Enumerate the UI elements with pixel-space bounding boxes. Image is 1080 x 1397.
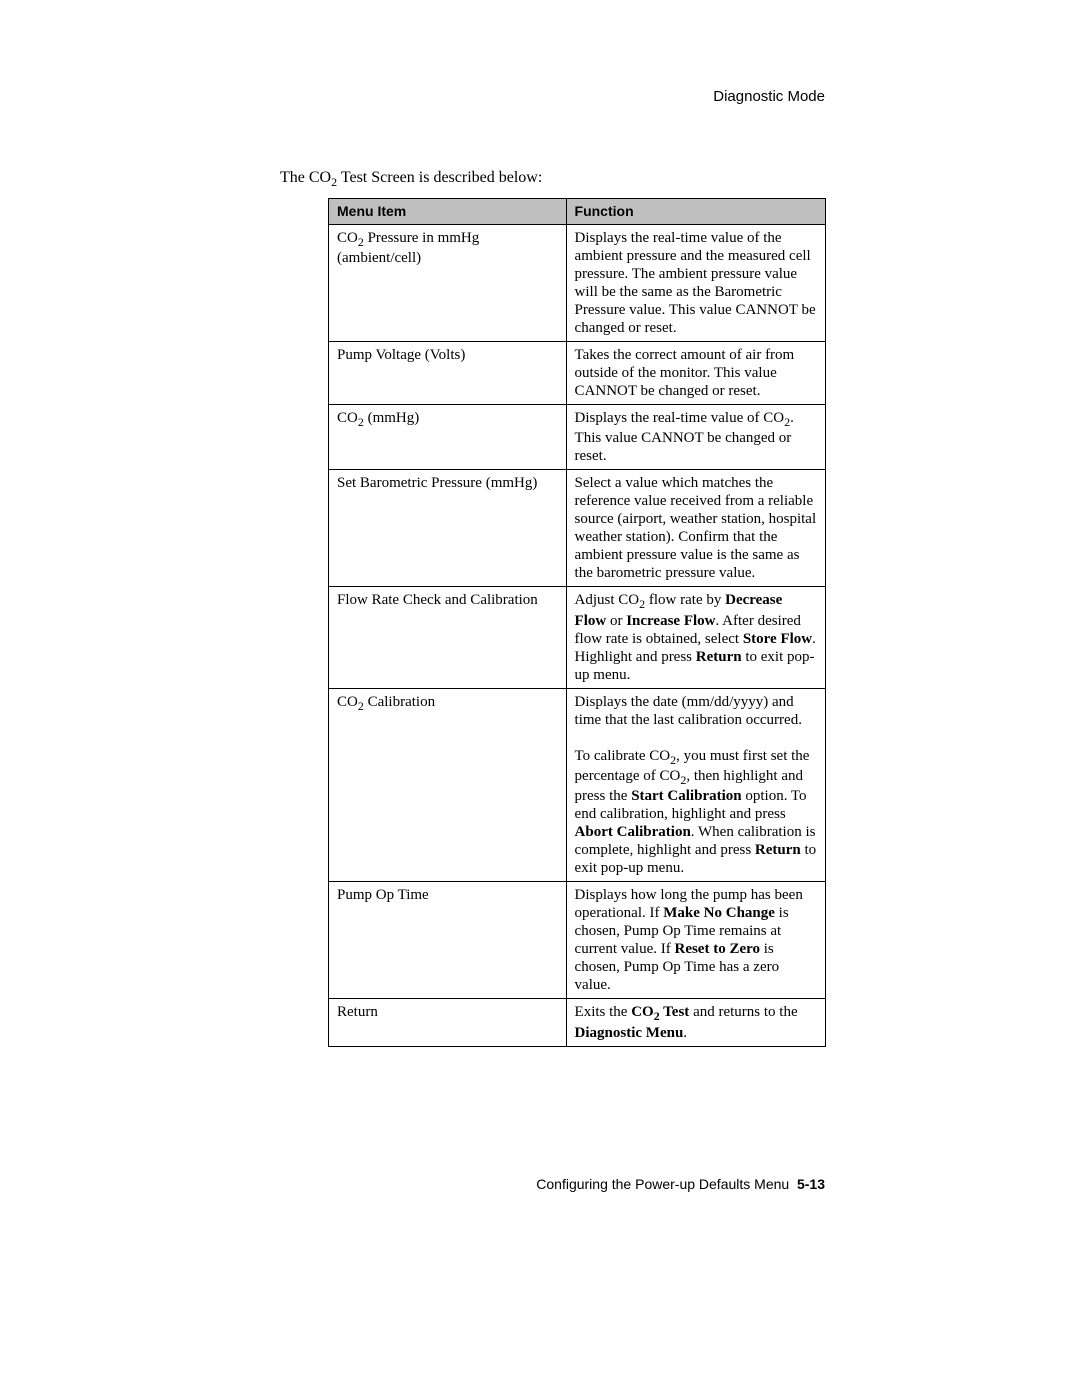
table-row: Flow Rate Check and Calibration Adjust C… <box>329 587 826 688</box>
col-header-menu-item: Menu Item <box>329 199 567 225</box>
function-cell: Displays the date (mm/dd/yyyy) and time … <box>566 688 825 882</box>
function-cell: Adjust CO2 flow rate by Decrease Flow or… <box>566 587 825 688</box>
table-row: CO2 (mmHg) Displays the real-time value … <box>329 404 826 469</box>
menu-item-cell: Return <box>329 999 567 1046</box>
menu-item-cell: Pump Op Time <box>329 882 567 999</box>
co2-test-table: Menu Item Function CO2 Pressure in mmHg … <box>328 198 826 1047</box>
function-cell: Displays the real-time value of CO2. Thi… <box>566 404 825 469</box>
footer-page-ref: 5-13 <box>797 1176 825 1192</box>
menu-item-cell: Set Barometric Pressure (mmHg) <box>329 470 567 587</box>
table-row: Pump Voltage (Volts) Takes the correct a… <box>329 341 826 404</box>
intro-suffix: Test Screen is described below: <box>337 169 542 186</box>
menu-item-cell: CO2 (mmHg) <box>329 404 567 469</box>
table-row: CO2 Calibration Displays the date (mm/dd… <box>329 688 826 882</box>
table-body: CO2 Pressure in mmHg (ambient/cell) Disp… <box>329 224 826 1046</box>
intro-prefix: The CO <box>280 169 331 186</box>
table-row: CO2 Pressure in mmHg (ambient/cell) Disp… <box>329 224 826 341</box>
function-cell: Select a value which matches the referen… <box>566 470 825 587</box>
table-row: Return Exits the CO2 Test and returns to… <box>329 999 826 1046</box>
menu-item-cell: Pump Voltage (Volts) <box>329 341 567 404</box>
function-cell: Exits the CO2 Test and returns to the Di… <box>566 999 825 1046</box>
menu-item-cell: Flow Rate Check and Calibration <box>329 587 567 688</box>
menu-item-cell: CO2 Calibration <box>329 688 567 882</box>
page-header-label: Diagnostic Mode <box>713 88 825 105</box>
page-footer: Configuring the Power-up Defaults Menu 5… <box>536 1176 825 1192</box>
function-cell: Displays the real-time value of the ambi… <box>566 224 825 341</box>
table-row: Set Barometric Pressure (mmHg) Select a … <box>329 470 826 587</box>
col-header-function: Function <box>566 199 825 225</box>
function-cell: Takes the correct amount of air from out… <box>566 341 825 404</box>
document-page: Diagnostic Mode The CO2 Test Screen is d… <box>0 0 1080 1397</box>
footer-text: Configuring the Power-up Defaults Menu <box>536 1176 789 1192</box>
table-header-row: Menu Item Function <box>329 199 826 225</box>
intro-sentence: The CO2 Test Screen is described below: <box>280 169 542 190</box>
table-row: Pump Op Time Displays how long the pump … <box>329 882 826 999</box>
function-cell: Displays how long the pump has been oper… <box>566 882 825 999</box>
menu-item-cell: CO2 Pressure in mmHg (ambient/cell) <box>329 224 567 341</box>
